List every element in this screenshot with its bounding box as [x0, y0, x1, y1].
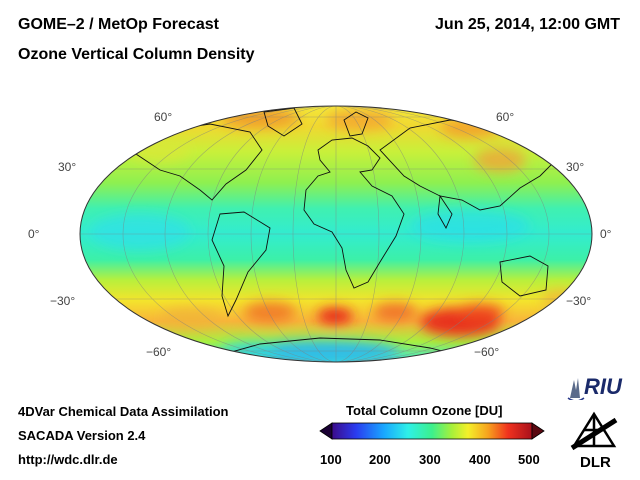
footer-line-2: SACADA Version 2.4: [18, 428, 146, 443]
colorbar-tick-100: 100: [320, 452, 342, 467]
colorbar-tick-300: 300: [419, 452, 441, 467]
ozone-field: [80, 106, 592, 362]
riu-emblem-icon: [567, 378, 585, 400]
map-title: GOME–2 / MetOp Forecast: [18, 16, 219, 33]
colorbar-gradient: [331, 422, 533, 440]
lat-label-left-60: 60°: [154, 110, 173, 124]
riu-logo-text: RIU: [584, 374, 622, 399]
colorbar-low-arrow: [319, 422, 333, 440]
lat-label-right-30: 30°: [566, 160, 585, 174]
map-subtitle: Ozone Vertical Column Density: [18, 46, 255, 63]
dlr-emblem-icon: [570, 411, 618, 451]
lat-label-left-0: 0°: [28, 227, 40, 241]
dlr-logo-text: DLR: [580, 454, 611, 471]
colorbar-title: Total Column Ozone [DU]: [346, 403, 503, 418]
lat-label-left-minus30: −30°: [50, 294, 76, 308]
colorbar-high-arrow: [531, 422, 545, 440]
footer-line-1: 4DVar Chemical Data Assimilation: [18, 404, 229, 419]
forecast-datetime: Jun 25, 2014, 12:00 GMT: [435, 16, 620, 33]
lat-label-right-minus30: −30°: [566, 294, 592, 308]
colorbar: [319, 422, 545, 440]
lat-label-left-30: 30°: [58, 160, 77, 174]
lat-label-right-0: 0°: [600, 227, 612, 241]
lat-label-right-minus60: −60°: [474, 345, 500, 359]
riu-logo: RIU: [566, 374, 630, 404]
graticule: [80, 106, 592, 362]
lat-label-left-minus60: −60°: [146, 345, 172, 359]
footer-url: http://wdc.dlr.de: [18, 452, 118, 467]
colorbar-tick-200: 200: [369, 452, 391, 467]
dlr-logo: DLR: [562, 410, 630, 474]
colorbar-tick-400: 400: [469, 452, 491, 467]
lat-label-right-60: 60°: [496, 110, 515, 124]
colorbar-tick-500: 500: [518, 452, 540, 467]
